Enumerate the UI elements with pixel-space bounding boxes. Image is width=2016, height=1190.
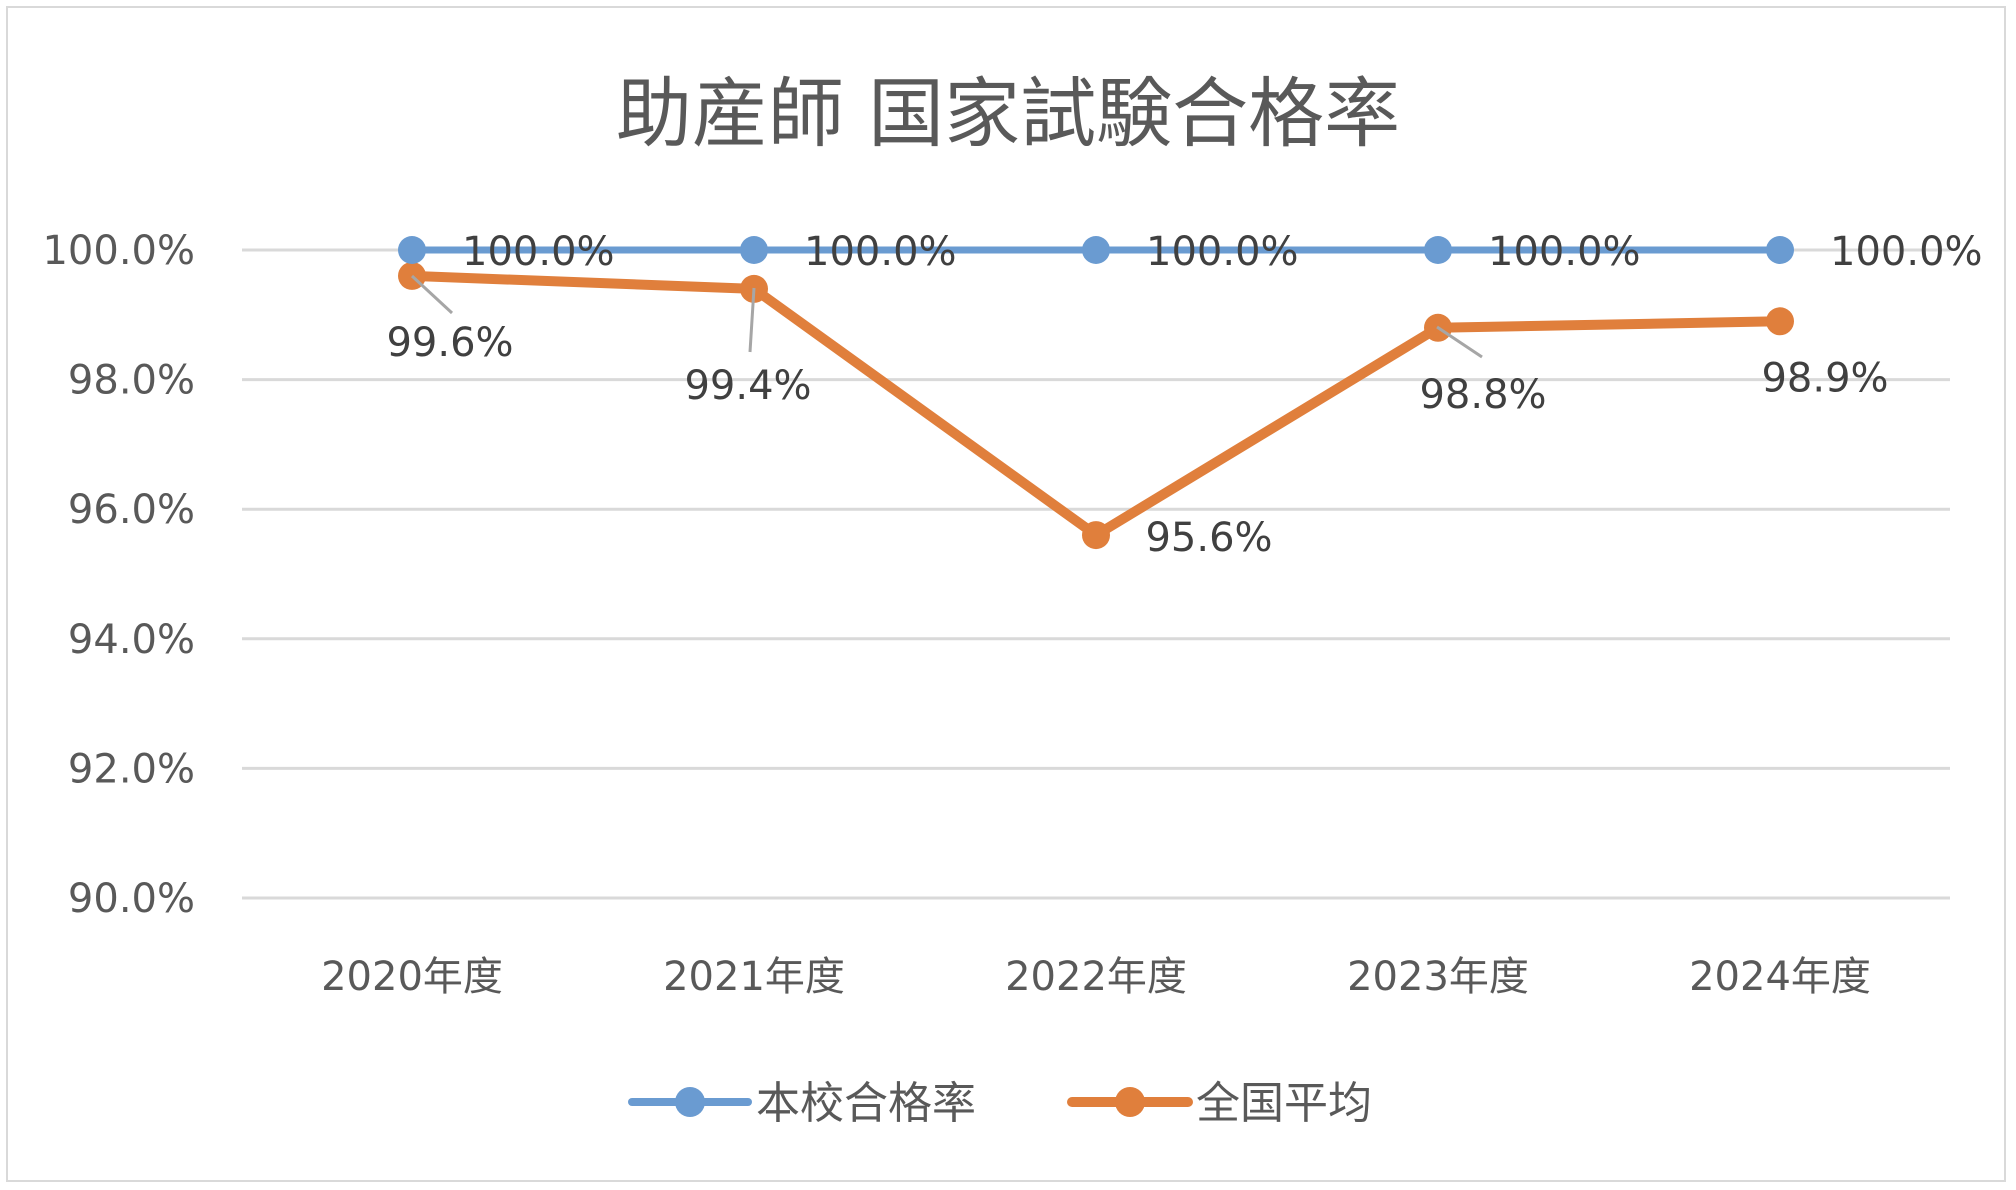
legend-marker: [1115, 1087, 1145, 1117]
x-tick-label: 2020年度: [321, 954, 503, 1000]
x-tick-label: 2023年度: [1347, 954, 1529, 1000]
school-rate-point: [740, 236, 768, 264]
national-average-label: 99.6%: [386, 320, 513, 366]
x-tick-label: 2022年度: [1005, 954, 1187, 1000]
leader-line: [1436, 325, 1483, 359]
legend: 本校合格率 全国平均: [628, 1078, 1372, 1129]
legend-label: 本校合格率: [756, 1078, 976, 1129]
school-rate-point: [398, 236, 426, 264]
y-tick-label: 92.0%: [68, 746, 195, 792]
national-average-label: 98.8%: [1419, 372, 1546, 418]
y-tick-label: 98.0%: [68, 358, 195, 404]
leader-line: [410, 274, 454, 315]
y-tick-label: 90.0%: [68, 876, 195, 922]
school-rate-point: [1082, 236, 1110, 264]
school-rate-label: 100.0%: [462, 229, 615, 275]
y-axis-ticks: 100.0% 98.0% 96.0% 94.0% 92.0% 90.0%: [42, 228, 195, 922]
national-average-label: 99.4%: [684, 363, 811, 409]
y-tick-label: 96.0%: [68, 487, 195, 533]
school-rate-label: 100.0%: [804, 229, 957, 275]
y-tick-label: 94.0%: [68, 617, 195, 663]
school-rate-label: 100.0%: [1830, 229, 1983, 275]
school-rate-label: 100.0%: [1488, 229, 1641, 275]
school-rate-point: [1424, 236, 1452, 264]
national-average-label: 95.6%: [1145, 515, 1272, 561]
leader-line: [748, 287, 756, 353]
national-average-point: [1082, 521, 1110, 550]
x-tick-label: 2024年度: [1689, 954, 1871, 1000]
chart-title: 助産師 国家試験合格率: [616, 69, 1400, 158]
data-labels: 100.0% 100.0% 100.0% 100.0% 100.0% 99.6% 99.4%…: [386, 229, 1982, 561]
series-line-national-average: [407, 270, 1785, 541]
chart-frame: [6, 6, 2006, 1182]
x-tick-label: 2021年度: [663, 954, 845, 1000]
legend-marker: [675, 1087, 705, 1117]
national-average-point: [1766, 307, 1794, 336]
school-rate-label: 100.0%: [1146, 229, 1299, 275]
y-tick-label: 100.0%: [42, 228, 195, 274]
national-average-label: 98.9%: [1761, 355, 1888, 401]
school-rate-point: [1766, 236, 1794, 264]
series-layer: [398, 236, 1794, 550]
x-axis-ticks: 2020年度 2021年度 2022年度 2023年度 2024年度: [321, 954, 1871, 1000]
legend-label: 全国平均: [1196, 1078, 1372, 1129]
